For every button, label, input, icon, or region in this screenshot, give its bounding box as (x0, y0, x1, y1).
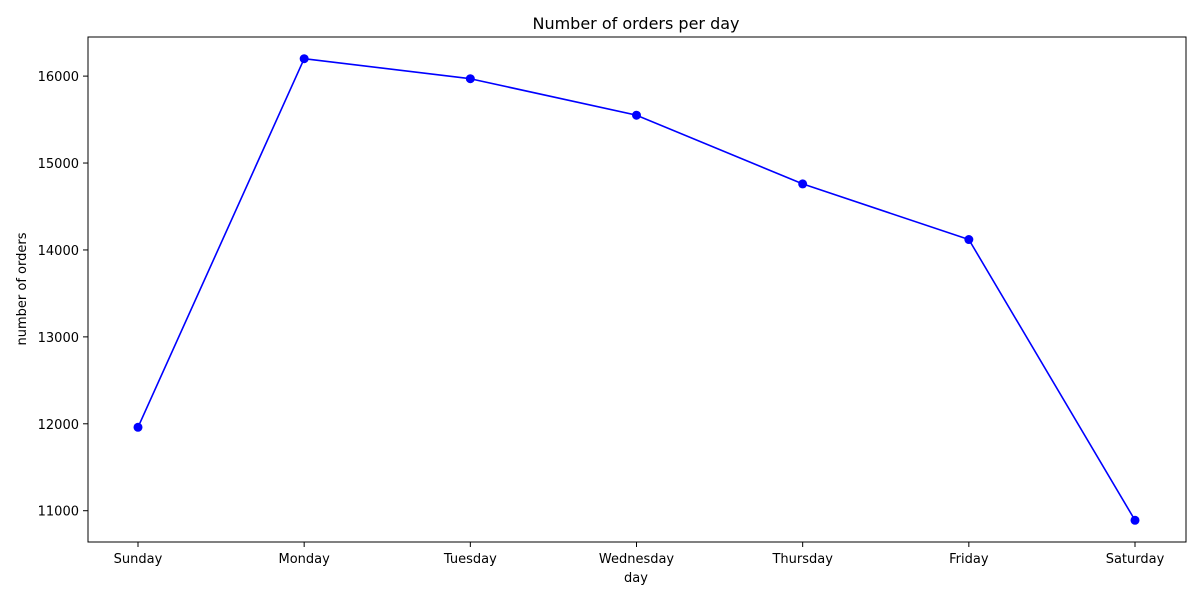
series-markers (133, 54, 1140, 525)
y-tick-label: 16000 (38, 70, 79, 85)
data-point-tuesday (465, 74, 475, 84)
y-tick-label: 14000 (38, 244, 79, 259)
data-point-thursday (798, 179, 808, 189)
x-axis-ticks: Sunday Monday Tuesday Wednesday Thursday Frid… (114, 542, 1165, 567)
data-point-monday (299, 54, 309, 64)
y-tick-label: 15000 (38, 157, 79, 172)
y-tick-label: 11000 (38, 505, 79, 520)
data-point-friday (964, 235, 974, 245)
series-line (137, 57, 1136, 521)
data-point-wednesday (632, 110, 641, 120)
x-tick-label: Thursday (771, 552, 833, 567)
x-tick-label: Friday (949, 552, 989, 567)
x-tick-label: Tuesday (443, 552, 497, 567)
x-tick-label: Monday (279, 552, 331, 567)
x-axis-label: day (624, 571, 648, 586)
data-point-sunday (133, 422, 143, 432)
x-tick-label: Saturday (1106, 552, 1165, 567)
data-point-saturday (1130, 515, 1140, 525)
x-tick-label: Sunday (114, 552, 163, 567)
x-tick-label: Wednesday (599, 552, 675, 567)
plot-area-frame (87, 36, 1187, 543)
chart-title: Number of orders per day (532, 14, 739, 33)
y-axis-ticks: 11000 12000 13000 14000 15000 16000 (38, 70, 88, 520)
y-axis-label: number of orders (15, 232, 30, 345)
y-tick-label: 13000 (38, 331, 79, 346)
y-tick-label: 12000 (38, 418, 79, 433)
